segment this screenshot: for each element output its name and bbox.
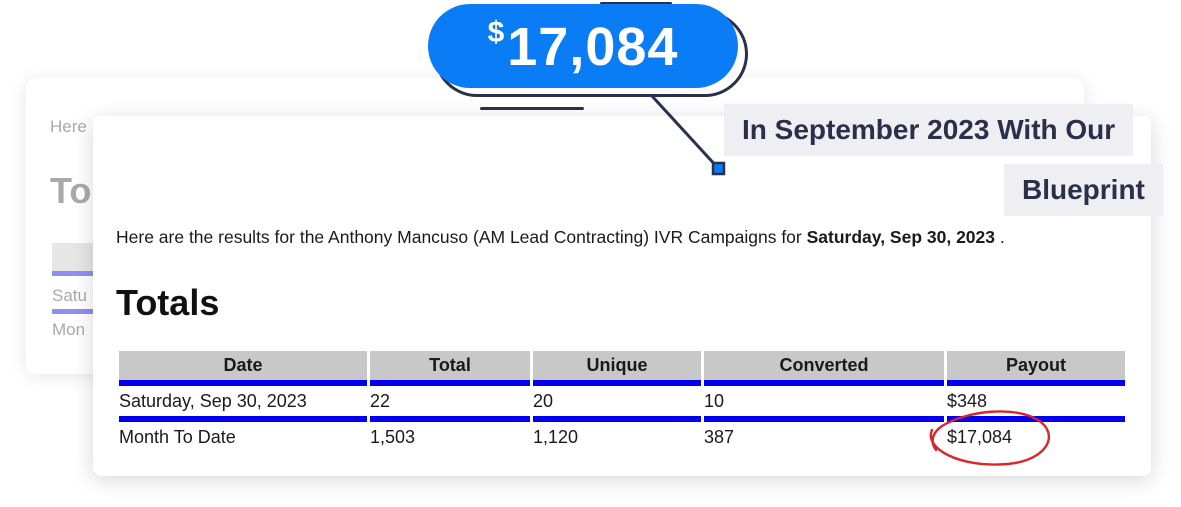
background-row-rule — [52, 271, 112, 276]
cell-unique: 1,120 — [533, 426, 579, 447]
totals-heading: Totals — [116, 282, 220, 323]
column-header-converted: Converted — [704, 351, 944, 386]
callout-connector — [650, 94, 726, 176]
totals-table: Date Total Unique Converted Payout Satur… — [116, 351, 1128, 452]
intro-suffix: . — [995, 227, 1005, 247]
highlight-circle-icon — [929, 410, 1050, 466]
background-row-rule — [52, 309, 112, 314]
payout-callout: $17,084 — [428, 2, 758, 112]
callout-caption-line-1: In September 2023 With Our — [724, 104, 1134, 156]
decorative-line — [600, 2, 672, 5]
cell-unique: 20 — [533, 386, 701, 422]
table-header-row: Date Total Unique Converted Payout — [119, 351, 1125, 386]
cell-converted: 10 — [704, 386, 944, 422]
cell-date: Month To Date — [119, 426, 236, 447]
column-header-date: Date — [119, 351, 367, 386]
cell-total: 22 — [370, 386, 530, 422]
cell-total: 1,503 — [370, 426, 416, 447]
intro-prefix: Here are the results for the Anthony Man… — [116, 227, 807, 247]
callout-caption-line-2: Blueprint — [1004, 164, 1163, 216]
column-header-unique: Unique — [533, 351, 701, 386]
column-header-payout: Payout — [947, 351, 1125, 386]
badge-currency: $ — [487, 16, 506, 49]
decorative-line — [480, 107, 584, 110]
background-row-1: Satu — [52, 286, 87, 305]
cell-converted: 387 — [704, 426, 735, 447]
intro-date: Saturday, Sep 30, 2023 — [806, 227, 995, 247]
background-intro-text: Here — [50, 117, 87, 136]
cell-date: Saturday, Sep 30, 2023 — [119, 386, 367, 422]
payout-badge: $17,084 — [428, 4, 738, 88]
badge-amount: 17,084 — [507, 17, 679, 77]
cell-payout: $17,084 — [947, 426, 1013, 447]
background-row-2: Mon — [52, 320, 86, 339]
report-intro: Here are the results for the Anthony Man… — [116, 227, 1005, 248]
table-row: Month To Date 1,503 1,120 387 $17,084 — [119, 422, 1125, 452]
background-heading: To — [50, 170, 92, 211]
column-header-total: Total — [370, 351, 530, 386]
